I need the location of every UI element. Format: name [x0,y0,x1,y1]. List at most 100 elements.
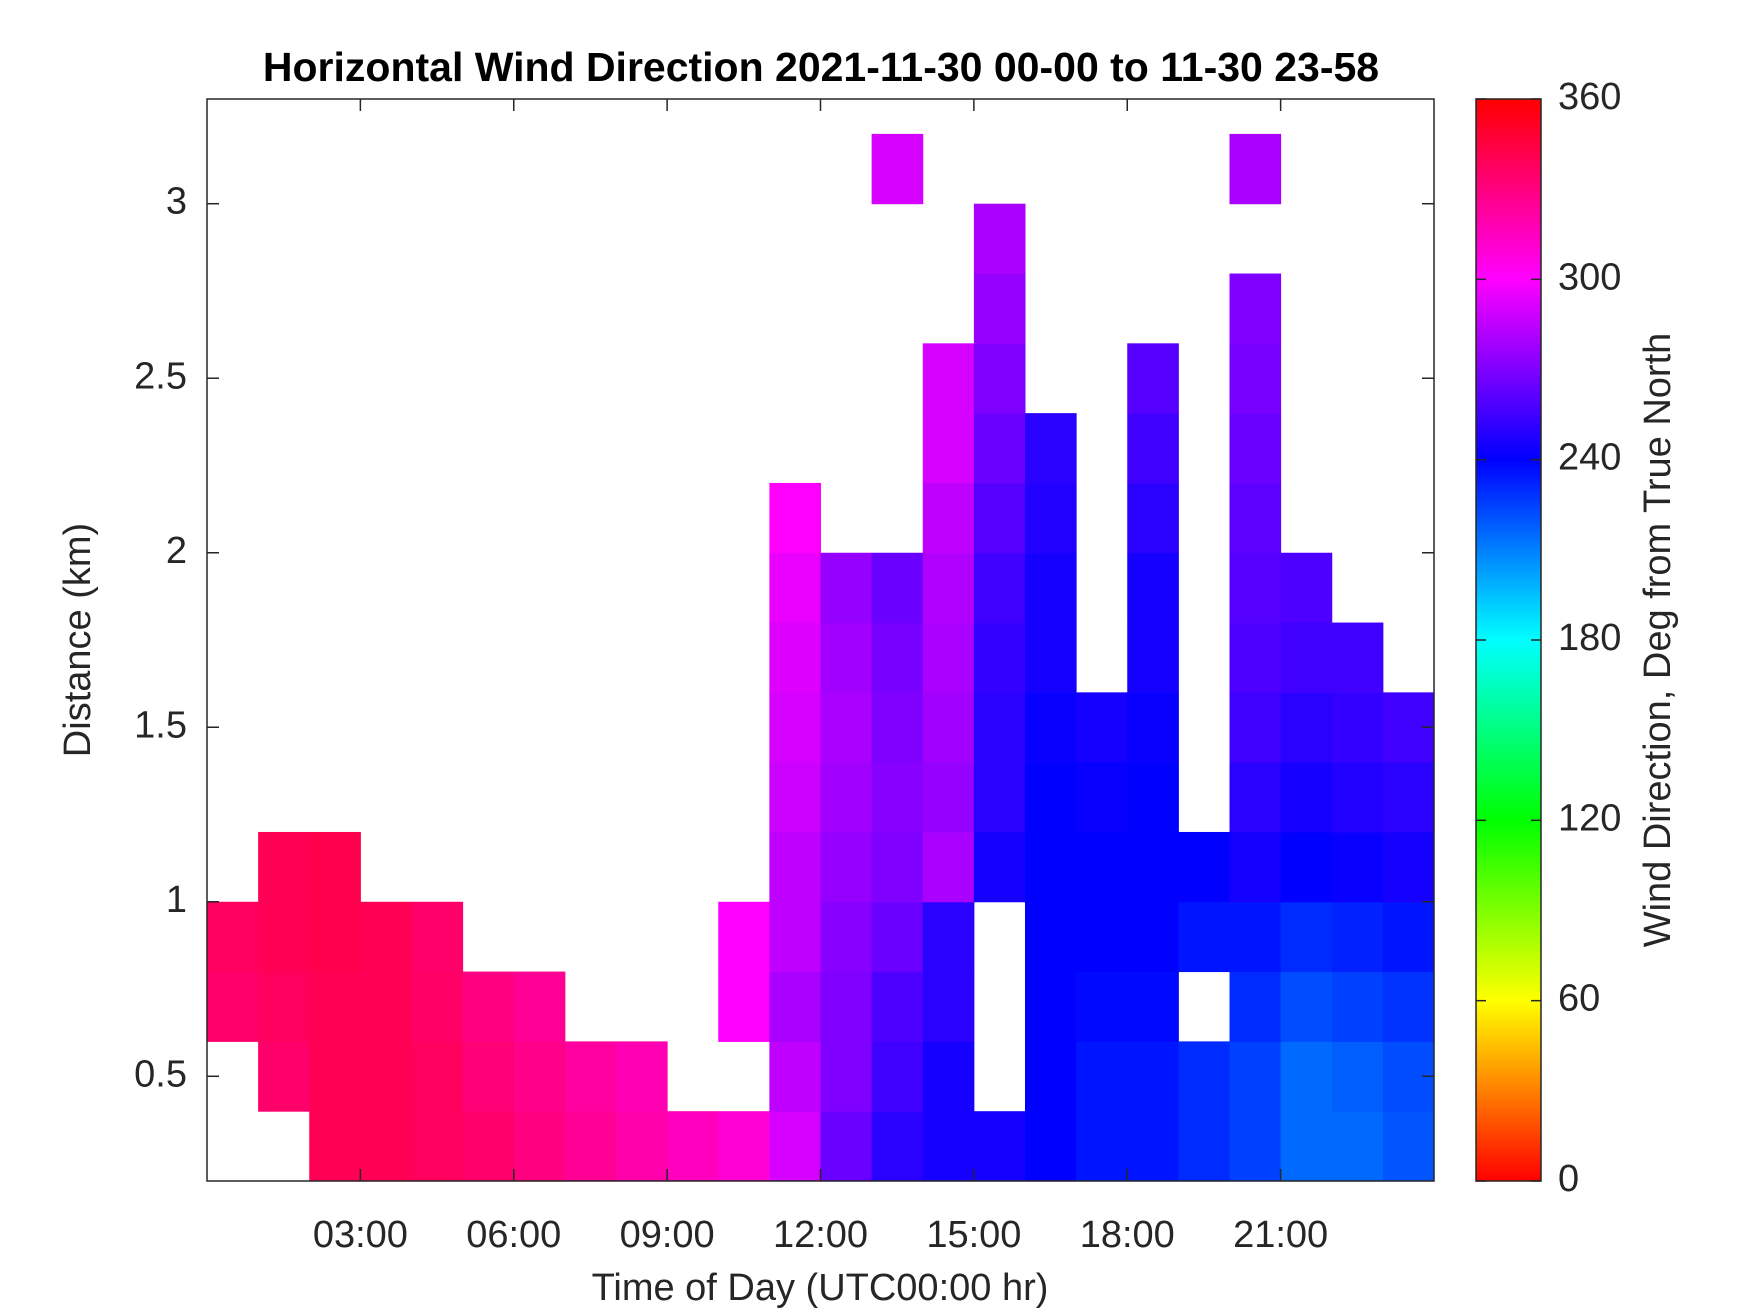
heat-cell [1229,622,1282,693]
heat-cell [1280,622,1333,693]
heat-cell [973,343,1026,414]
y-tick-label: 0.5 [134,1053,187,1095]
heat-cell [871,622,924,693]
y-tick-label: 2.5 [134,355,187,397]
colorbar-tick-label: 60 [1558,978,1600,1020]
heat-cell [1382,1111,1434,1181]
heat-cell [1076,901,1128,973]
x-tick-label: 06:00 [466,1214,561,1256]
heat-cell [411,901,464,973]
heat-cell [922,552,975,624]
heat-cell [1178,831,1230,903]
heat-cell [1229,901,1282,973]
heat-cell [616,1041,668,1112]
heat-cell [1076,831,1128,903]
heat-cell [973,413,1026,484]
heat-cell [769,552,821,624]
heat-cell [1025,482,1077,554]
heat-cell [1127,343,1179,414]
heat-cell [1076,692,1128,763]
heat-cell [309,1041,361,1112]
heat-cell [973,831,1026,903]
heat-cell [922,901,975,973]
heat-cell [922,482,975,554]
heat-cell [820,552,873,624]
y-tick-label: 1.5 [134,704,187,746]
heat-cell [871,901,924,973]
colorbar-label: Wind Direction, Deg from True North [1637,333,1679,948]
y-tick-label: 3 [166,181,187,223]
heat-cell [1025,901,1077,973]
y-axis-label: Distance (km) [57,523,99,757]
heat-cell [360,1111,412,1181]
heat-cell [1229,692,1282,763]
heat-cell [1229,762,1282,833]
heat-cell [973,203,1026,275]
heat-cell [1382,901,1434,973]
heat-cell [1025,552,1077,624]
heat-cell [207,901,259,973]
heat-cell [871,762,924,833]
heat-cell [1127,1111,1179,1181]
heat-cell [1229,482,1282,554]
heat-cell [871,692,924,763]
heat-cell [1331,971,1384,1042]
heat-cell [922,622,975,693]
x-tick-label: 15:00 [926,1214,1021,1256]
heat-cell [258,971,310,1042]
heat-cell [1178,1041,1230,1112]
heat-cell [973,692,1026,763]
heat-cell [309,901,361,973]
heat-cell [1025,971,1077,1042]
heat-cell [820,1111,873,1181]
heat-cell [564,1111,617,1181]
heat-cell [1076,1041,1128,1112]
colorbar-tick-label: 180 [1558,617,1621,659]
heat-cell [922,1041,975,1112]
heat-cell [411,1111,464,1181]
heat-cell [820,971,873,1042]
heat-cell [1127,971,1179,1042]
heat-cell [871,1041,924,1112]
heat-cell [769,831,821,903]
heat-cell [1280,552,1333,624]
heat-cell [1025,413,1077,484]
heat-cell [1280,762,1333,833]
heatmap [207,133,1434,1181]
heat-cell [1127,413,1179,484]
heat-cell [820,901,873,973]
heat-cell [1025,762,1077,833]
heat-cell [718,901,770,973]
heat-cell [718,1111,770,1181]
heat-cell [1025,1041,1077,1112]
heat-cell [1127,482,1179,554]
heat-cell [1382,762,1434,833]
heat-cell [973,552,1026,624]
heat-cell [820,692,873,763]
heat-cell [462,1041,515,1112]
heat-cell [667,1111,719,1181]
heat-cell [871,133,924,205]
heat-cell [360,971,412,1042]
heat-cell [462,1111,515,1181]
x-tick-label: 12:00 [773,1214,868,1256]
heat-cell [769,901,821,973]
heat-cell [769,1041,821,1112]
heat-cell [1076,1111,1128,1181]
heat-cell [1229,413,1282,484]
heat-cell [769,622,821,693]
heat-cell [1127,552,1179,624]
heat-cell [820,1041,873,1112]
x-axis-label: Time of Day (UTC00:00 hr) [592,1267,1049,1309]
heat-cell [1331,1111,1384,1181]
heat-cell [258,901,310,973]
heat-cell [769,692,821,763]
heat-cell [1331,1041,1384,1112]
heat-cell [973,1111,1026,1181]
heat-cell [258,1041,310,1112]
heat-cell [1229,273,1282,344]
y-tick-label: 2 [166,530,187,572]
heat-cell [1280,1041,1333,1112]
heat-cell [1229,831,1282,903]
